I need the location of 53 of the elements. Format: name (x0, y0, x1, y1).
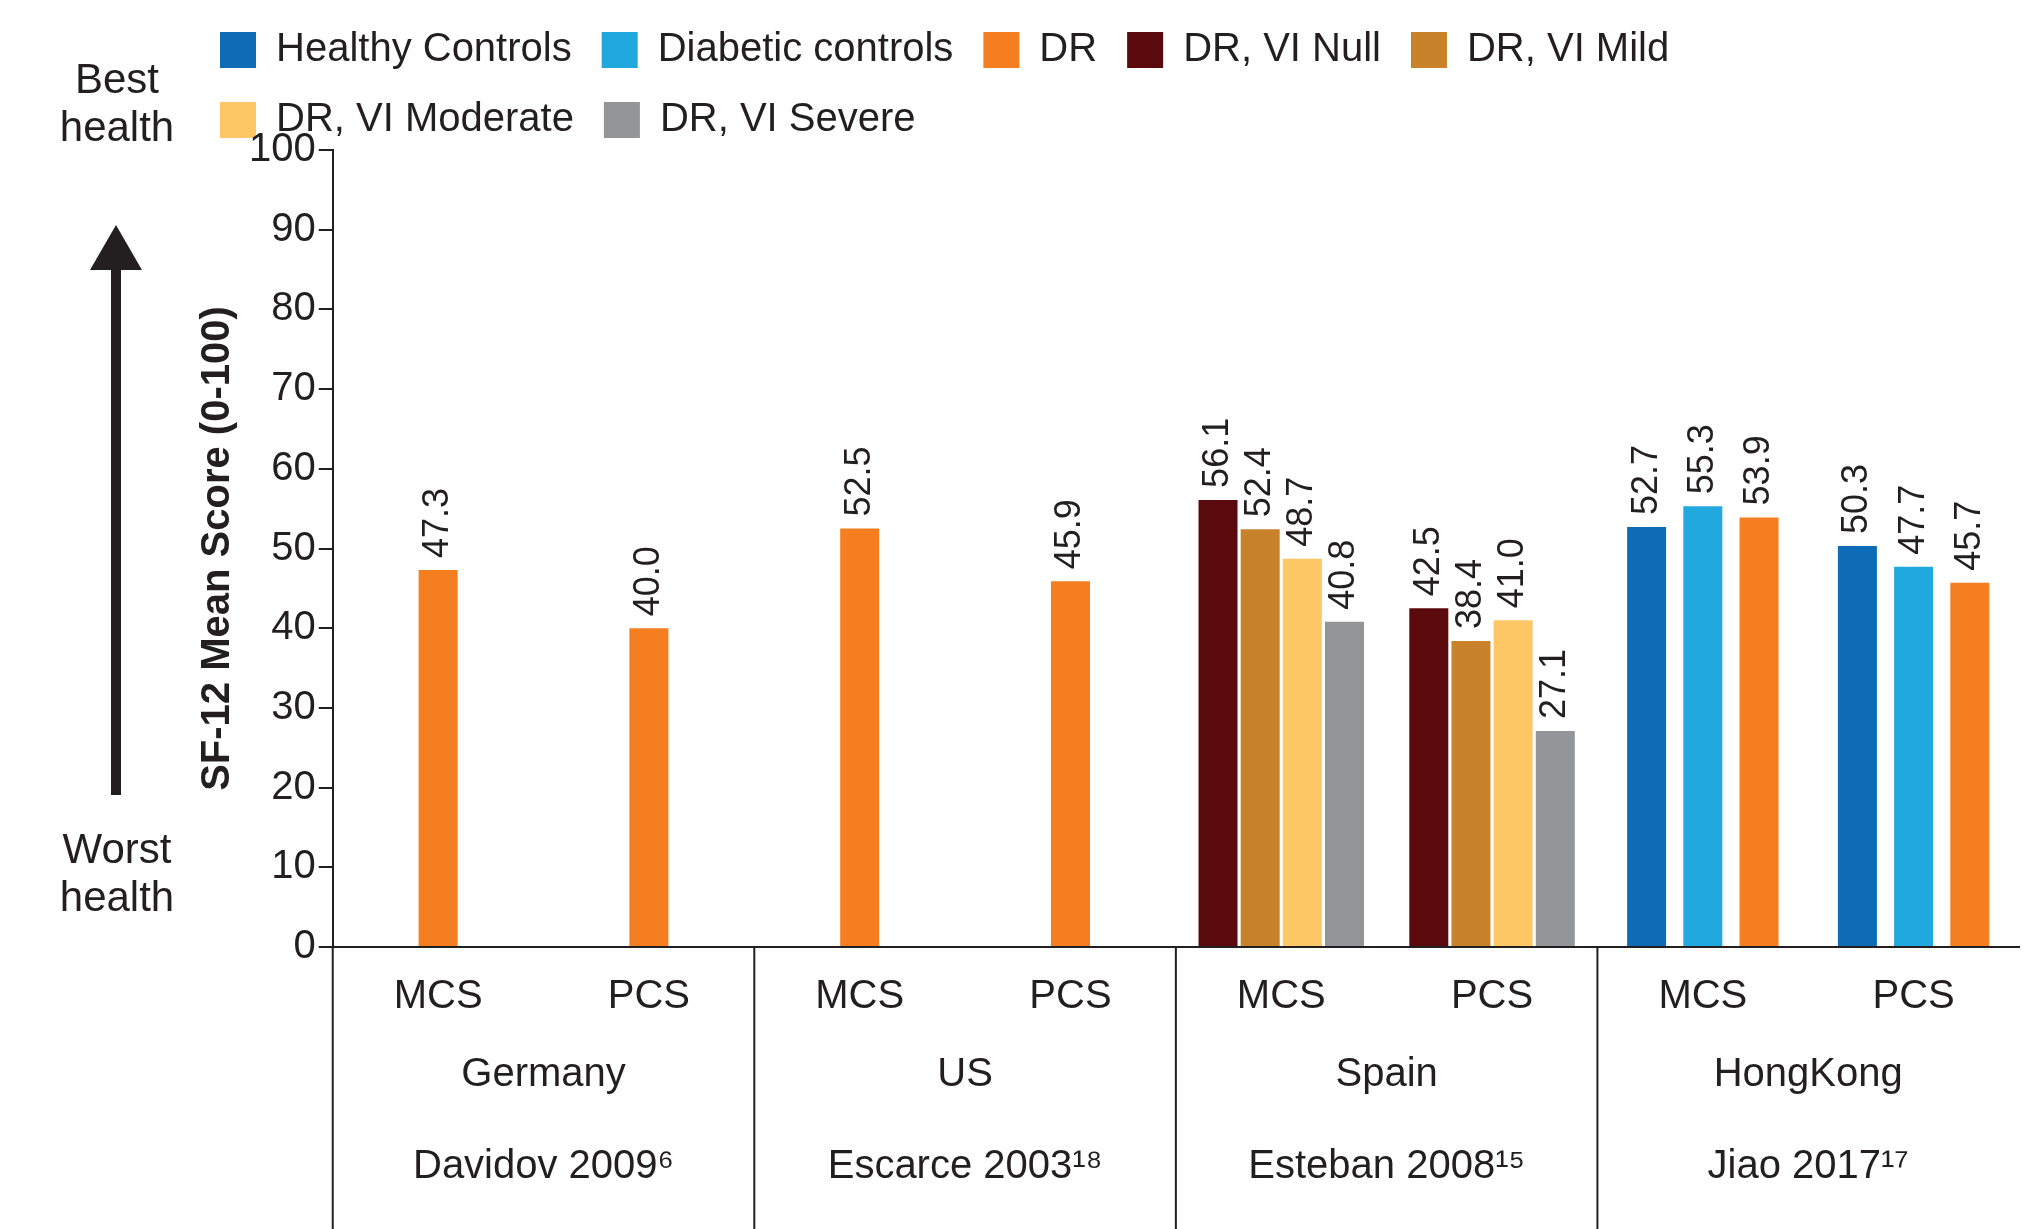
data-label: 48.7 (1279, 476, 1321, 547)
y-tick-label: 10 (271, 842, 316, 887)
x-tick-label: PCS (607, 972, 691, 1017)
legend-label: Healthy Controls (276, 25, 572, 70)
y-tick-label: 40 (271, 603, 316, 648)
y-tick-label: 90 (271, 204, 316, 249)
data-label: 38.4 (1447, 558, 1489, 629)
x-tick-label: MCS (1236, 972, 1326, 1017)
text: Spain (1335, 1050, 1438, 1095)
data-label: 55.3 (1679, 424, 1721, 495)
text: US (937, 1050, 993, 1095)
legend-label: DR, VI Null (1183, 25, 1381, 70)
text: Germany (461, 1050, 626, 1095)
y-tick-label: 20 (271, 762, 316, 807)
data-label: 47.7 (1890, 484, 1932, 555)
y-tick-label: 60 (271, 443, 316, 488)
data-label: 52.7 (1623, 444, 1665, 515)
y-tick-label: 0 (293, 922, 316, 967)
y-tick-label: 70 (271, 364, 316, 409)
legend-label: Diabetic controls (657, 25, 954, 70)
data-label: 45.9 (1047, 499, 1089, 570)
data-label: 50.3 (1834, 464, 1876, 535)
x-tick-label: PCS (1872, 972, 1955, 1017)
y-axis-title: SF-12 Mean Score (0-100) (193, 306, 238, 791)
x-tick-label: MCS (815, 972, 905, 1017)
x-tick-label: MCS (1658, 972, 1748, 1017)
y-tick-label: 50 (271, 523, 316, 568)
legend-label: DR, VI Mild (1466, 25, 1670, 70)
data-label: 47.3 (415, 487, 457, 559)
data-label: 52.4 (1237, 447, 1279, 518)
legend-label: DR (1039, 25, 1098, 70)
x-tick-label: PCS (1029, 972, 1112, 1017)
y-tick-label: 80 (271, 284, 316, 329)
x-tick-label: MCS (393, 972, 483, 1017)
data-label: 41.0 (1490, 538, 1532, 609)
data-label: 40.8 (1321, 539, 1363, 610)
data-label: 42.5 (1405, 526, 1447, 597)
text: Esteban 2008¹⁵ (1248, 1142, 1526, 1187)
data-label: 45.7 (1946, 500, 1988, 571)
y-tick-label: 30 (271, 682, 316, 727)
text: Escarce 2003¹⁸ (827, 1142, 1103, 1187)
text: Best health (58, 55, 176, 152)
data-label: 40.0 (625, 546, 667, 617)
text: Davidov 2009⁶ (412, 1142, 675, 1187)
data-label: 27.1 (1532, 648, 1574, 720)
data-label: 52.5 (836, 446, 878, 517)
data-label: 53.9 (1735, 435, 1777, 506)
legend-label: DR, VI Severe (659, 95, 916, 140)
text: Worst health (58, 825, 176, 922)
text: Jiao 2017¹⁷ (1707, 1142, 1909, 1187)
data-label: 56.1 (1194, 417, 1236, 488)
text: HongKong (1713, 1050, 1903, 1095)
x-tick-label: PCS (1450, 972, 1534, 1017)
